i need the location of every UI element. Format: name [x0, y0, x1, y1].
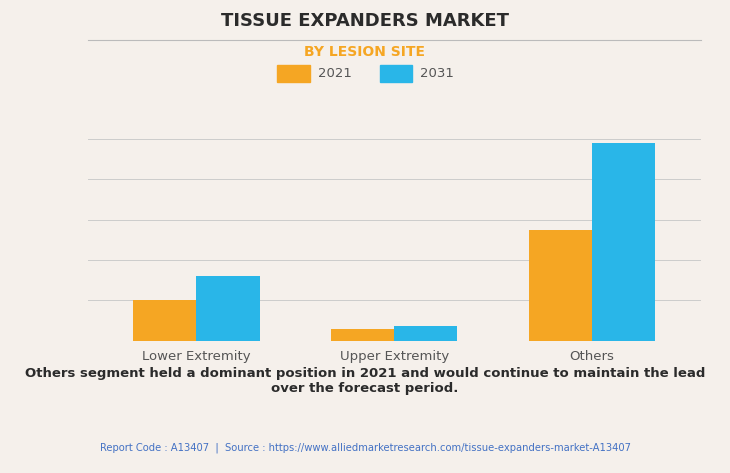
Text: TISSUE EXPANDERS MARKET: TISSUE EXPANDERS MARKET [221, 12, 509, 30]
Text: 2031: 2031 [420, 67, 453, 80]
Bar [394, 326, 458, 341]
Text: 2021: 2021 [318, 67, 351, 80]
Bar [592, 143, 656, 341]
Text: Report Code : A13407  |  Source : https://www.alliedmarketresearch.com/tissue-ex: Report Code : A13407 | Source : https://… [99, 442, 631, 453]
Bar [196, 276, 260, 341]
Text: Others segment held a dominant position in 2021 and would continue to maintain t: Others segment held a dominant position … [25, 367, 705, 394]
Bar [529, 230, 592, 341]
Bar [133, 300, 196, 341]
Bar [331, 330, 394, 341]
Text: BY LESION SITE: BY LESION SITE [304, 45, 426, 59]
